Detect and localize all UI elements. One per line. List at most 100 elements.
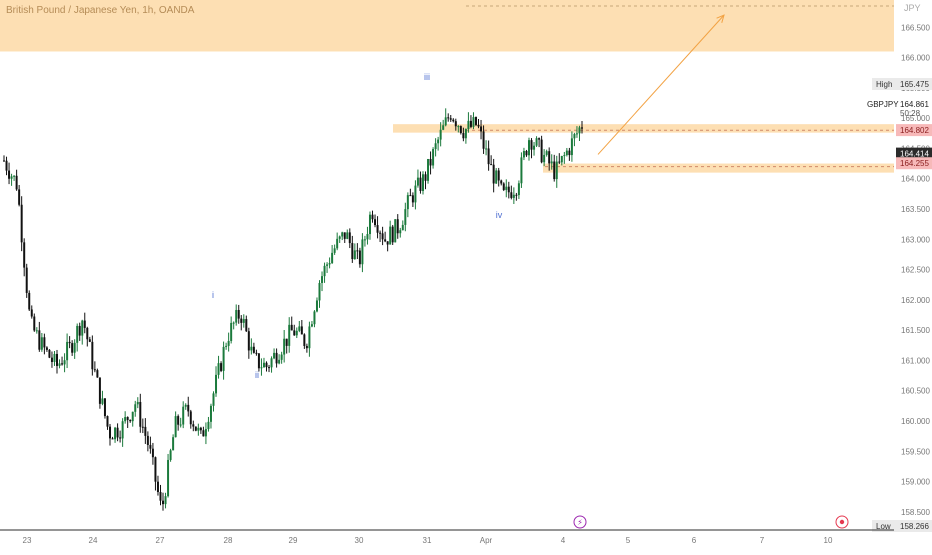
candle-body (396, 219, 399, 234)
candle (237, 304, 240, 324)
candle (462, 127, 465, 142)
candle (510, 185, 513, 200)
candle-body (525, 151, 528, 156)
candle (283, 329, 286, 363)
candle-body (507, 186, 510, 193)
candle (81, 319, 84, 345)
candle (250, 338, 253, 355)
candle (343, 232, 346, 243)
candle-body (469, 120, 472, 127)
candle (129, 419, 132, 423)
candle (225, 342, 228, 350)
candle (540, 135, 543, 164)
candle (409, 188, 412, 197)
candle-body (18, 189, 21, 205)
candle-body (399, 230, 402, 234)
candle (66, 333, 69, 369)
candle-body (298, 326, 301, 331)
candle (103, 397, 106, 419)
candle-body (578, 127, 581, 134)
candle-body (404, 209, 407, 225)
candle-body (199, 427, 202, 431)
candle-body (81, 320, 84, 336)
candle (310, 321, 313, 328)
candle (366, 226, 369, 245)
candle (255, 349, 258, 356)
candle-body (379, 232, 382, 234)
candle (505, 179, 508, 198)
candle-body (50, 357, 53, 362)
candle (290, 316, 293, 331)
candle (570, 131, 573, 162)
candle (558, 153, 561, 164)
candle (184, 403, 187, 410)
candle (502, 182, 505, 192)
candle (252, 342, 255, 354)
candle (459, 125, 462, 135)
candle (442, 119, 445, 131)
symbol-tag: GBPJPY (867, 100, 899, 109)
candle (515, 192, 518, 201)
candle (192, 420, 195, 432)
candle-body (98, 377, 101, 404)
candle (434, 138, 437, 157)
low-tag-label-bg (872, 520, 932, 533)
candle (174, 411, 177, 438)
candle (432, 147, 435, 169)
candle-body (363, 239, 366, 241)
candle (361, 233, 364, 273)
candle (530, 138, 533, 159)
candle-body (141, 426, 144, 428)
candle (222, 341, 225, 380)
candle (15, 169, 18, 191)
candle-body (452, 119, 455, 122)
candle (457, 125, 460, 133)
candle (50, 351, 53, 368)
candle (288, 317, 291, 353)
candle (257, 353, 260, 372)
candle (136, 397, 139, 409)
candle-body (111, 438, 114, 440)
candle (5, 156, 8, 176)
candle-body (209, 405, 212, 422)
candle-body (71, 343, 74, 353)
candle (182, 401, 185, 429)
price-zone-lower-zone (543, 163, 894, 173)
candle (53, 350, 56, 366)
candle-body (444, 117, 447, 126)
candle-body (252, 346, 255, 353)
candle-body (30, 309, 33, 317)
candle (240, 315, 243, 331)
candle (56, 349, 59, 374)
candle (156, 475, 159, 496)
candle-body (321, 276, 324, 283)
projection-arrow-head (716, 14, 725, 23)
candle (38, 321, 41, 352)
candle-body (255, 352, 258, 354)
high-tag-label-text: High (876, 80, 892, 89)
record-event-icon-ring (835, 515, 849, 529)
candle (162, 492, 165, 511)
y-tick-label: 163.000 (901, 235, 930, 244)
candle (444, 108, 447, 127)
candle-body (250, 346, 253, 351)
candle-body (477, 124, 480, 127)
candle (8, 162, 11, 185)
candle (374, 214, 377, 228)
candle-body (28, 292, 31, 310)
x-tick-label: 28 (224, 536, 233, 545)
candle-body (326, 264, 329, 266)
candle-body (68, 341, 71, 344)
candle (522, 147, 525, 161)
y-tick-label: 162.000 (901, 296, 930, 305)
candle (164, 492, 167, 509)
candle (260, 358, 263, 376)
candle-body (45, 347, 48, 350)
candle-body (381, 233, 384, 240)
candle (61, 356, 64, 366)
price-tag-1: 164.802 (900, 126, 929, 135)
candle-body (212, 393, 215, 406)
candle-body (427, 158, 430, 181)
